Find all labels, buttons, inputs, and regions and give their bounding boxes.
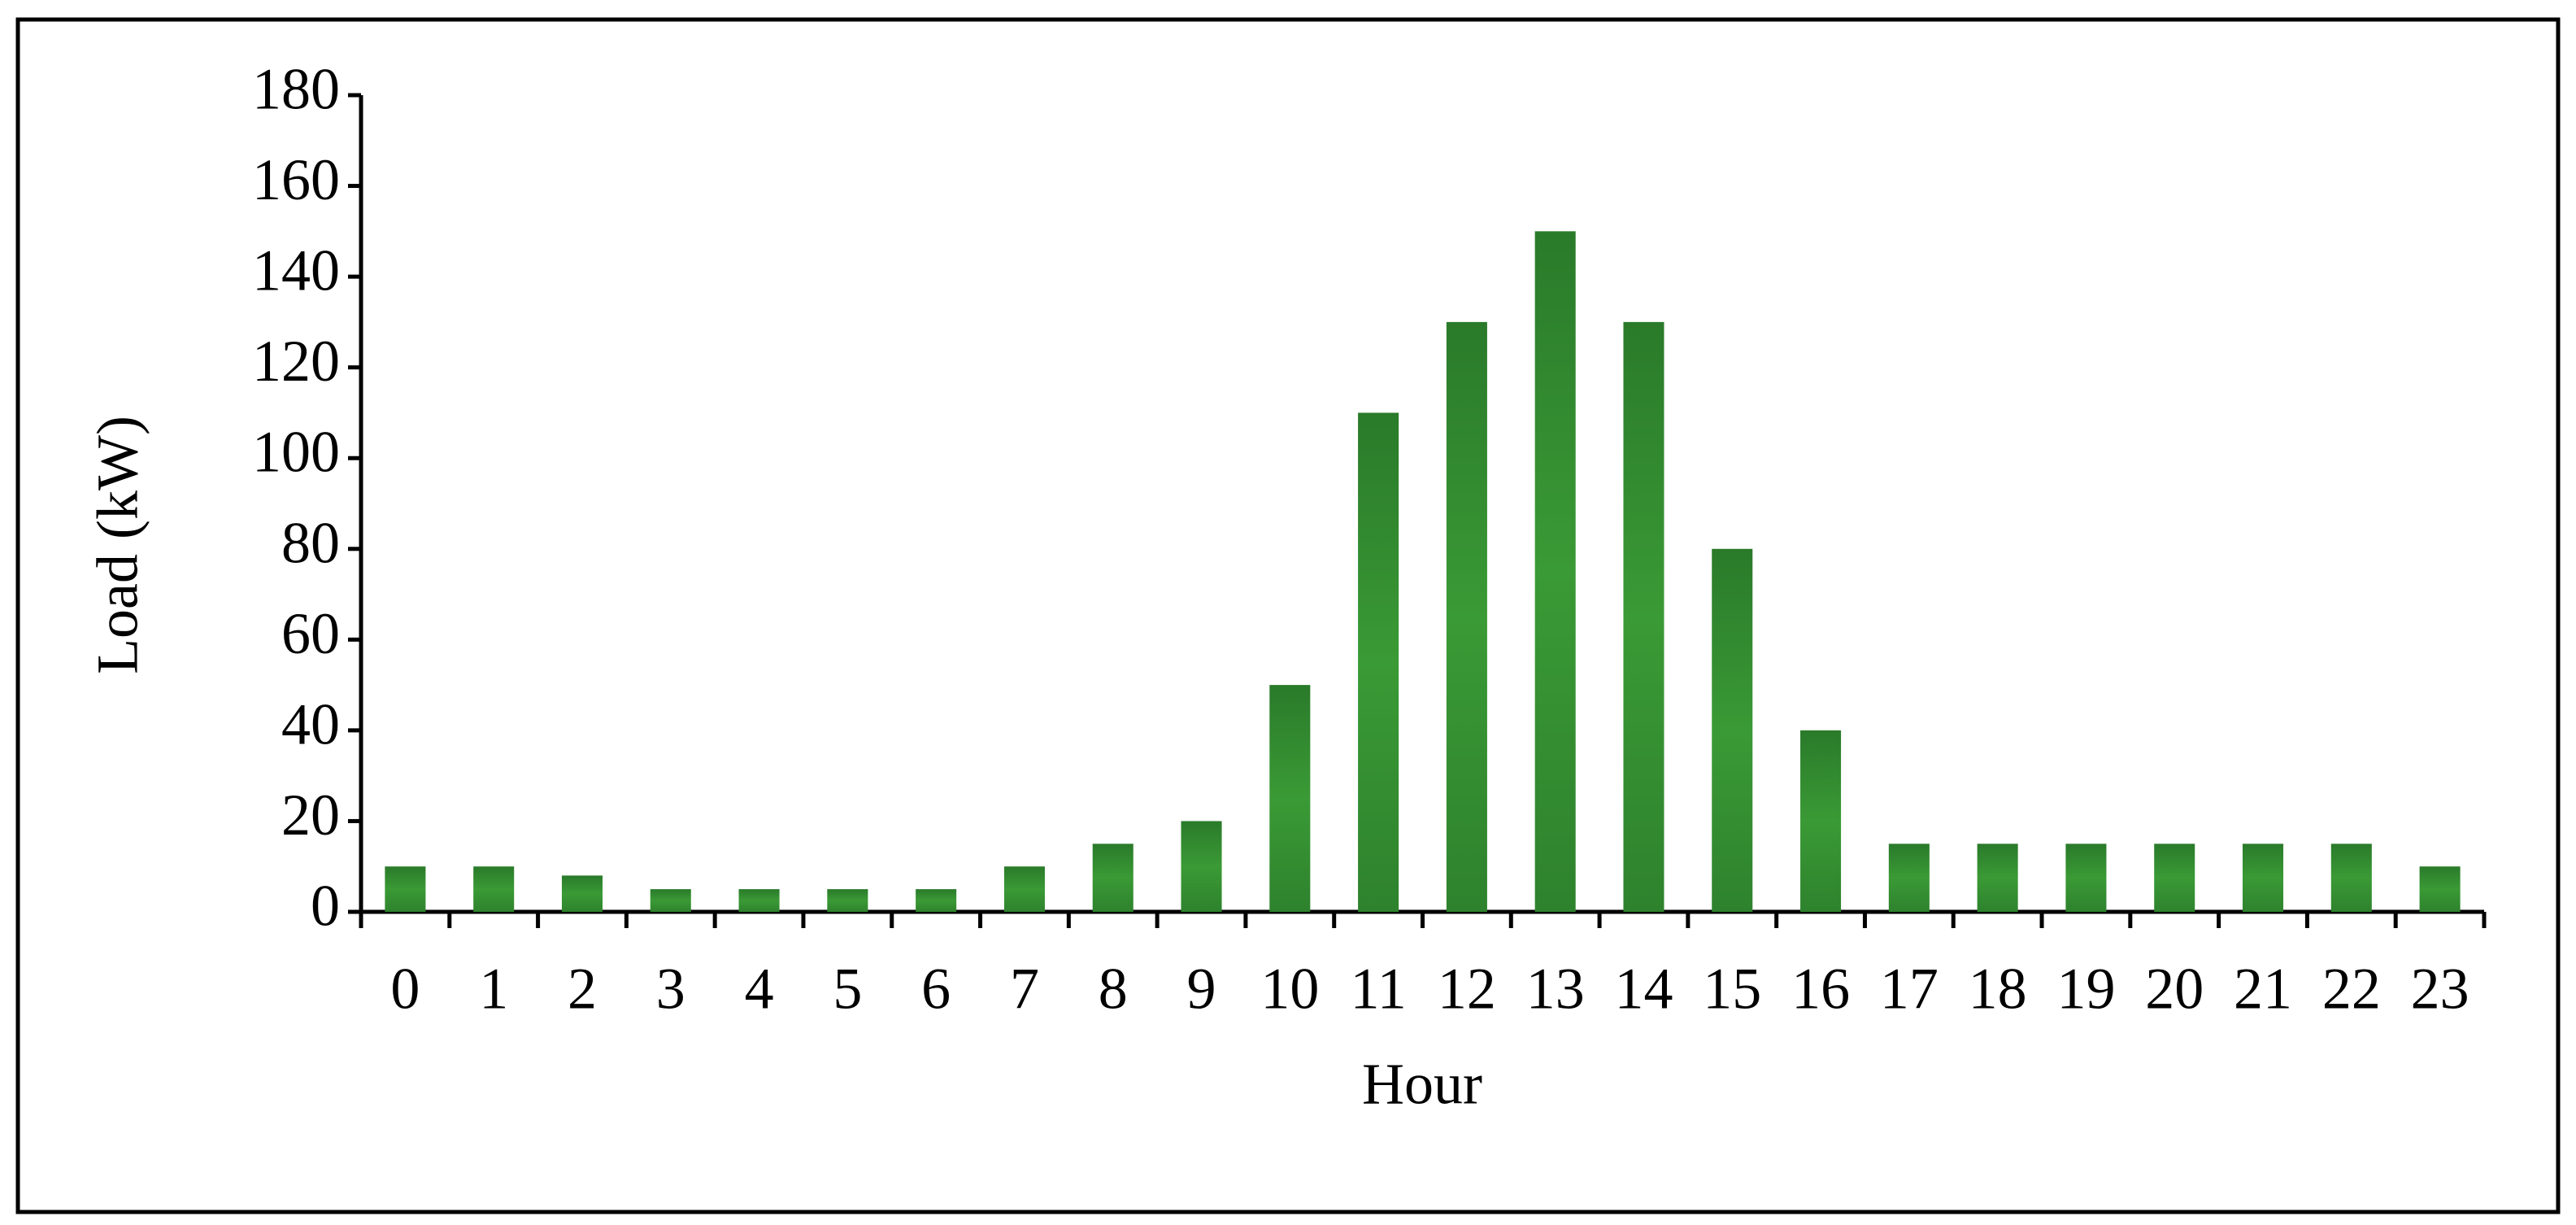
bar [1446,321,1487,912]
bar [2419,866,2461,912]
x-tick-label: 8 [1099,957,1128,1022]
x-tick-label: 1 [479,957,508,1022]
bar [738,889,780,912]
x-tick-label: 3 [656,957,685,1022]
y-tick-label: 20 [281,783,340,848]
bar [561,875,603,912]
bar [1003,866,1045,912]
x-tick-label: 12 [1438,957,1496,1022]
x-tick-label: 23 [2411,957,2469,1022]
bar [1623,321,1664,912]
x-tick-label: 11 [1350,957,1406,1022]
bar [1977,844,2018,912]
y-tick-label: 80 [281,510,340,575]
x-axis-title: Hour [1362,1052,1482,1117]
y-tick-label: 40 [281,691,340,756]
y-tick-label: 100 [252,420,340,485]
bar [1888,844,1930,912]
x-tick-label: 0 [390,957,420,1022]
x-tick-label: 14 [1614,957,1673,1022]
y-tick-label: 0 [311,874,340,939]
bar [2065,844,2107,912]
bar [473,866,515,912]
x-tick-label: 15 [1703,957,1761,1022]
x-tick-label: 9 [1187,957,1216,1022]
x-tick-label: 16 [1791,957,1850,1022]
bar [827,889,868,912]
x-tick-label: 13 [1526,957,1585,1022]
bar [1358,412,1399,912]
bar [2154,844,2195,912]
x-tick-label: 5 [833,957,862,1022]
y-tick-label: 180 [252,57,340,122]
y-tick-label: 140 [252,238,340,303]
x-tick-label: 7 [1010,957,1039,1022]
x-tick-label: 18 [1969,957,2027,1022]
bar [2330,844,2372,912]
bar [916,889,957,912]
y-tick-label: 160 [252,147,340,212]
bar [2242,844,2284,912]
y-axis-title: Load (kW) [85,416,150,674]
bar [1800,730,1842,912]
bar [1092,844,1134,912]
bar [1534,231,1576,912]
y-tick-label: 120 [252,329,340,394]
x-tick-label: 6 [921,957,951,1022]
x-tick-label: 2 [568,957,597,1022]
x-tick-label: 4 [745,957,774,1022]
bar [1181,821,1222,912]
x-tick-label: 20 [2145,957,2204,1022]
bar [385,866,426,912]
bar [1269,685,1311,912]
x-tick-label: 19 [2056,957,2115,1022]
bar [1712,548,1753,912]
bar [650,889,691,912]
chart-border [15,17,2561,1214]
x-tick-label: 22 [2322,957,2381,1022]
y-tick-label: 60 [281,601,340,666]
x-tick-label: 21 [2234,957,2292,1022]
x-tick-label: 10 [1260,957,1319,1022]
x-tick-label: 17 [1880,957,1939,1022]
